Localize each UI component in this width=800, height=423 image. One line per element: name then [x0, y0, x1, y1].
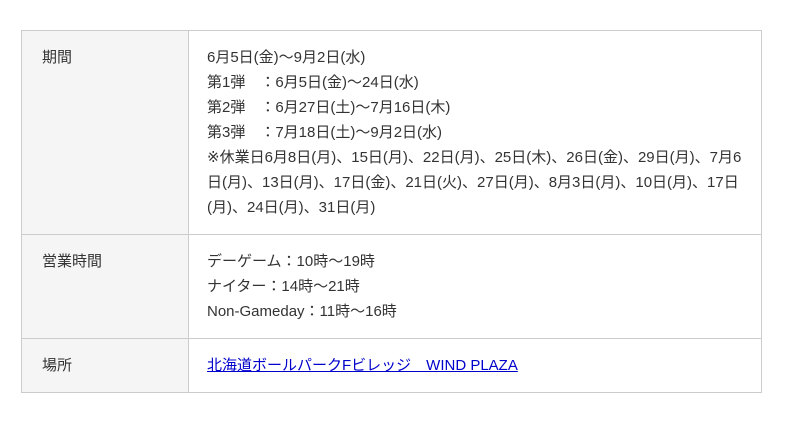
- event-info-table: 期間 6月5日(金)〜9月2日(水) 第1弾 ：6月5日(金)〜24日(水) 第…: [21, 30, 762, 393]
- table-row-hours: 営業時間 デーゲーム：10時〜19時 ナイター：14時〜21時 Non-Game…: [22, 234, 761, 338]
- hours-non-gameday: Non-Gameday：11時〜16時: [207, 303, 397, 320]
- table-row-period: 期間 6月5日(金)〜9月2日(水) 第1弾 ：6月5日(金)〜24日(水) 第…: [22, 31, 761, 234]
- row-content-location: 北海道ボールパークFビレッジ WIND PLAZA: [189, 339, 761, 392]
- period-phase-3: 第3弾 ：7月18日(土)〜9月2日(水): [207, 124, 443, 141]
- period-closed-days-note: ※休業日6月8日(月)、15日(月)、22日(月)、25日(木)、26日(金)、…: [207, 149, 742, 216]
- hours-day-game: デーゲーム：10時〜19時: [207, 253, 375, 270]
- row-content-period: 6月5日(金)〜9月2日(水) 第1弾 ：6月5日(金)〜24日(水) 第2弾 …: [189, 31, 761, 234]
- table-row-location: 場所 北海道ボールパークFビレッジ WIND PLAZA: [22, 338, 761, 392]
- row-content-hours: デーゲーム：10時〜19時 ナイター：14時〜21時 Non-Gameday：1…: [189, 235, 761, 338]
- location-link[interactable]: 北海道ボールパークFビレッジ WIND PLAZA: [207, 357, 518, 374]
- period-phase-2: 第2弾 ：6月27日(土)〜7月16日(木): [207, 99, 451, 116]
- period-overall: 6月5日(金)〜9月2日(水): [207, 49, 366, 66]
- hours-night-game: ナイター：14時〜21時: [207, 278, 360, 295]
- period-phase-1: 第1弾 ：6月5日(金)〜24日(水): [207, 74, 419, 91]
- row-label-location: 場所: [22, 339, 189, 392]
- row-label-hours: 営業時間: [22, 235, 189, 338]
- row-label-period: 期間: [22, 31, 189, 234]
